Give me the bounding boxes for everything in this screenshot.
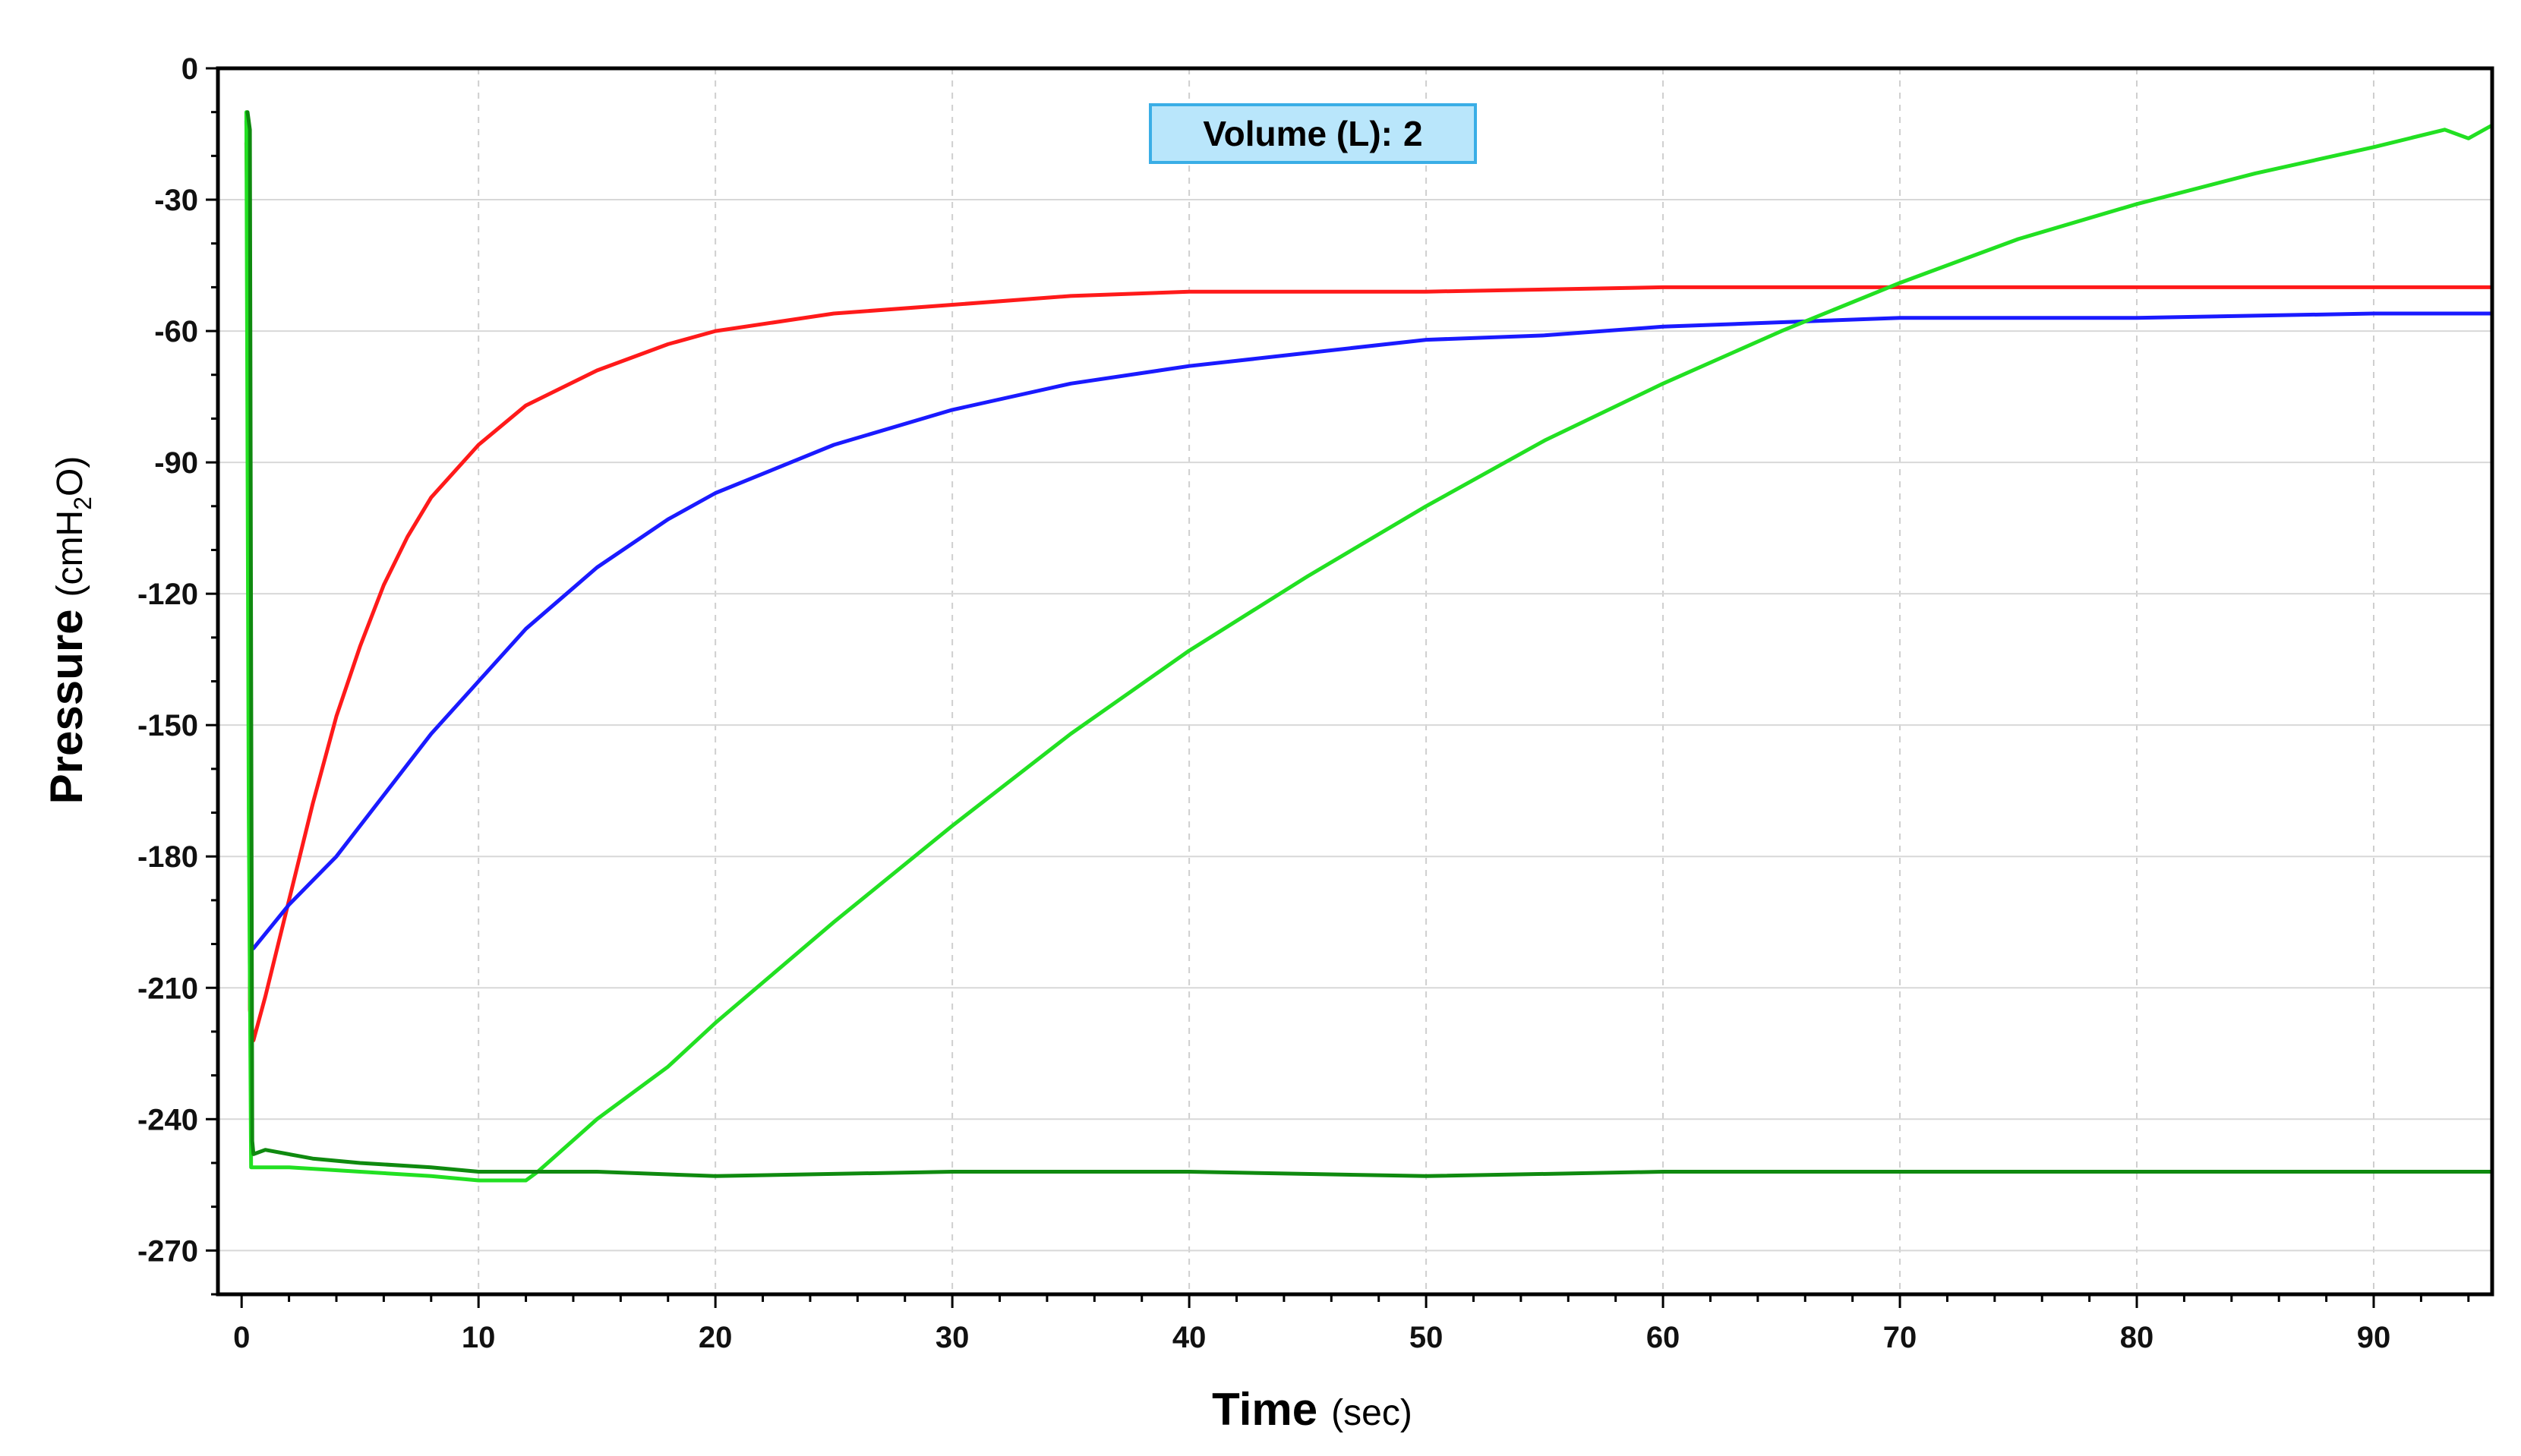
x-tick-label: 0 [233,1321,250,1354]
volume-annotation: Volume (L): 2 [1149,103,1477,164]
x-tick-label: 30 [936,1321,970,1354]
y-tick-label: -60 [154,315,198,348]
y-axis-unit-prefix: (cmH [50,510,90,597]
x-tick-label: 70 [1883,1321,1917,1354]
axis-ticks: 0 10 20 30 40 50 60 70 80 90 0 -30 -60 -90 -120 -150 -18… [137,52,2470,1354]
x-tick-label: 60 [1646,1321,1680,1354]
y-tick-label: -270 [137,1234,198,1268]
x-tick-label: 10 [462,1321,496,1354]
y-axis-label: Pressure [41,609,92,804]
y-tick-label: 0 [181,52,198,86]
y-tick-label: -180 [137,840,198,874]
x-tick-label: 40 [1172,1321,1207,1354]
y-tick-label: -90 [154,446,198,480]
volume-annotation-label: Volume (L): [1203,114,1393,153]
volume-annotation-text: Volume (L): 2 [1203,114,1422,153]
x-tick-label: 90 [2357,1321,2391,1354]
y-tick-label: -150 [137,709,198,742]
x-axis-title: Time (sec) [1212,1384,1412,1435]
grid-lines [218,68,2492,1294]
x-tick-label: 80 [2120,1321,2154,1354]
y-tick-label: -30 [154,184,198,217]
x-tick-label: 20 [699,1321,733,1354]
x-axis-unit: (sec) [1331,1393,1412,1433]
y-tick-label: -210 [137,972,198,1005]
series-line-1 [244,140,2494,1042]
y-tick-label: -120 [137,578,198,611]
y-axis-title: Pressure (cmH2O) [41,456,96,805]
x-tick-label: 50 [1409,1321,1444,1354]
series-line-3 [244,110,2494,1183]
series-lines [244,110,2494,1183]
y-tick-label: -240 [137,1103,198,1136]
series-line-4 [245,110,2494,1178]
y-axis-unit-suffix: O) [50,456,90,496]
x-axis-label: Time [1212,1384,1317,1435]
volume-annotation-value: 2 [1403,114,1423,153]
volume-annotation-box [1149,103,1477,164]
y-axis-unit-subscript: 2 [69,496,96,510]
series-line-2 [244,118,2494,950]
